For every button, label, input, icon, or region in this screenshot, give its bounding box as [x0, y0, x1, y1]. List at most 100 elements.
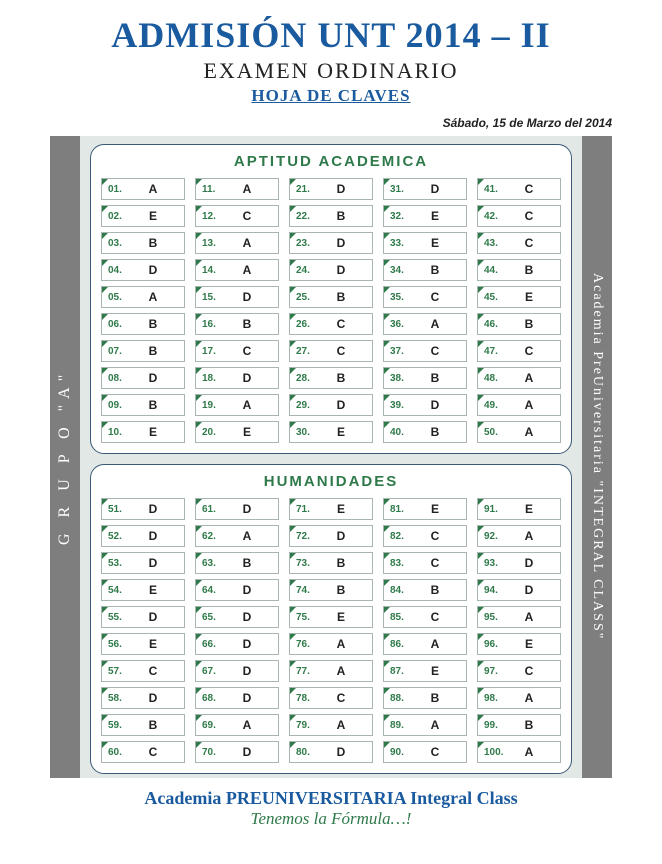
- question-number: 58.: [102, 693, 128, 704]
- answer-letter: C: [504, 664, 560, 678]
- question-number: 06.: [102, 319, 128, 330]
- footer: Academia PREUNIVERSITARIA Integral Class…: [0, 788, 662, 829]
- answer-cell: 19.A: [195, 394, 279, 416]
- answer-letter: B: [222, 317, 278, 331]
- question-number: 74.: [290, 585, 316, 596]
- question-number: 35.: [384, 292, 410, 303]
- question-number: 03.: [102, 238, 128, 249]
- question-number: 20.: [196, 427, 222, 438]
- answer-cell: 13.A: [195, 232, 279, 254]
- question-number: 08.: [102, 373, 128, 384]
- answer-cell: 33.E: [383, 232, 467, 254]
- question-number: 09.: [102, 400, 128, 411]
- question-number: 29.: [290, 400, 316, 411]
- question-number: 84.: [384, 585, 410, 596]
- question-number: 26.: [290, 319, 316, 330]
- answer-letter: D: [222, 502, 278, 516]
- question-number: 34.: [384, 265, 410, 276]
- answer-cell: 50.A: [477, 421, 561, 443]
- answer-cell: 67.D: [195, 660, 279, 682]
- answer-cell: 60.C: [101, 741, 185, 763]
- answer-sheet: G R U P O "A" APTITUD ACADEMICA01.A11.A2…: [0, 136, 662, 778]
- section-panel: APTITUD ACADEMICA01.A11.A21.D31.D41.C02.…: [90, 144, 572, 454]
- answer-cell: 32.E: [383, 205, 467, 227]
- answer-letter: C: [410, 529, 466, 543]
- answer-cell: 42.C: [477, 205, 561, 227]
- answer-letter: C: [316, 317, 372, 331]
- answer-cell: 65.D: [195, 606, 279, 628]
- answer-letter: E: [410, 664, 466, 678]
- answer-cell: 87.E: [383, 660, 467, 682]
- answer-letter: B: [128, 718, 184, 732]
- question-number: 04.: [102, 265, 128, 276]
- answer-cell: 07.B: [101, 340, 185, 362]
- answer-letter: B: [128, 398, 184, 412]
- question-number: 24.: [290, 265, 316, 276]
- question-number: 90.: [384, 747, 410, 758]
- question-number: 25.: [290, 292, 316, 303]
- question-number: 75.: [290, 612, 316, 623]
- answer-letter: C: [410, 556, 466, 570]
- answer-cell: 97.C: [477, 660, 561, 682]
- answer-letter: C: [504, 236, 560, 250]
- answer-letter: E: [128, 583, 184, 597]
- answer-cell: 47.C: [477, 340, 561, 362]
- question-number: 52.: [102, 531, 128, 542]
- answer-letter: B: [410, 263, 466, 277]
- answer-letter: D: [128, 556, 184, 570]
- answer-cell: 40.B: [383, 421, 467, 443]
- answer-cell: 29.D: [289, 394, 373, 416]
- question-number: 39.: [384, 400, 410, 411]
- answer-letter: D: [222, 371, 278, 385]
- answer-cell: 11.A: [195, 178, 279, 200]
- answer-letter: E: [410, 502, 466, 516]
- answer-cell: 72.D: [289, 525, 373, 547]
- answer-letter: B: [316, 556, 372, 570]
- answer-letter: D: [128, 263, 184, 277]
- answer-cell: 06.B: [101, 313, 185, 335]
- question-number: 11.: [196, 184, 222, 195]
- answer-cell: 88.B: [383, 687, 467, 709]
- question-number: 30.: [290, 427, 316, 438]
- question-number: 45.: [478, 292, 504, 303]
- date-text: Sábado, 15 de Marzo del 2014: [0, 116, 612, 130]
- question-number: 66.: [196, 639, 222, 650]
- section-panel: HUMANIDADES51.D61.D71.E81.E91.E52.D62.A7…: [90, 464, 572, 774]
- answer-letter: E: [222, 425, 278, 439]
- answer-letter: A: [316, 637, 372, 651]
- answer-cell: 96.E: [477, 633, 561, 655]
- answer-letter: C: [504, 182, 560, 196]
- answer-grid: 51.D61.D71.E81.E91.E52.D62.A72.D82.C92.A…: [101, 498, 561, 763]
- answer-letter: B: [128, 344, 184, 358]
- answer-letter: C: [222, 209, 278, 223]
- answer-cell: 52.D: [101, 525, 185, 547]
- answer-letter: B: [316, 209, 372, 223]
- answer-cell: 41.C: [477, 178, 561, 200]
- question-number: 67.: [196, 666, 222, 677]
- answer-letter: A: [410, 637, 466, 651]
- answer-panels: APTITUD ACADEMICA01.A11.A21.D31.D41.C02.…: [80, 136, 582, 778]
- answer-cell: 57.C: [101, 660, 185, 682]
- question-number: 96.: [478, 639, 504, 650]
- answer-cell: 26.C: [289, 313, 373, 335]
- answer-cell: 22.B: [289, 205, 373, 227]
- answer-cell: 90.C: [383, 741, 467, 763]
- section-title: APTITUD ACADEMICA: [101, 153, 561, 170]
- question-number: 07.: [102, 346, 128, 357]
- question-number: 27.: [290, 346, 316, 357]
- answer-cell: 77.A: [289, 660, 373, 682]
- question-number: 82.: [384, 531, 410, 542]
- answer-cell: 25.B: [289, 286, 373, 308]
- answer-letter: D: [128, 502, 184, 516]
- question-number: 57.: [102, 666, 128, 677]
- question-number: 60.: [102, 747, 128, 758]
- answer-letter: E: [316, 502, 372, 516]
- answer-letter: C: [128, 745, 184, 759]
- answer-cell: 82.C: [383, 525, 467, 547]
- question-number: 69.: [196, 720, 222, 731]
- question-number: 05.: [102, 292, 128, 303]
- answer-letter: D: [316, 745, 372, 759]
- answer-letter: B: [316, 371, 372, 385]
- answer-letter: A: [222, 529, 278, 543]
- answer-letter: D: [222, 610, 278, 624]
